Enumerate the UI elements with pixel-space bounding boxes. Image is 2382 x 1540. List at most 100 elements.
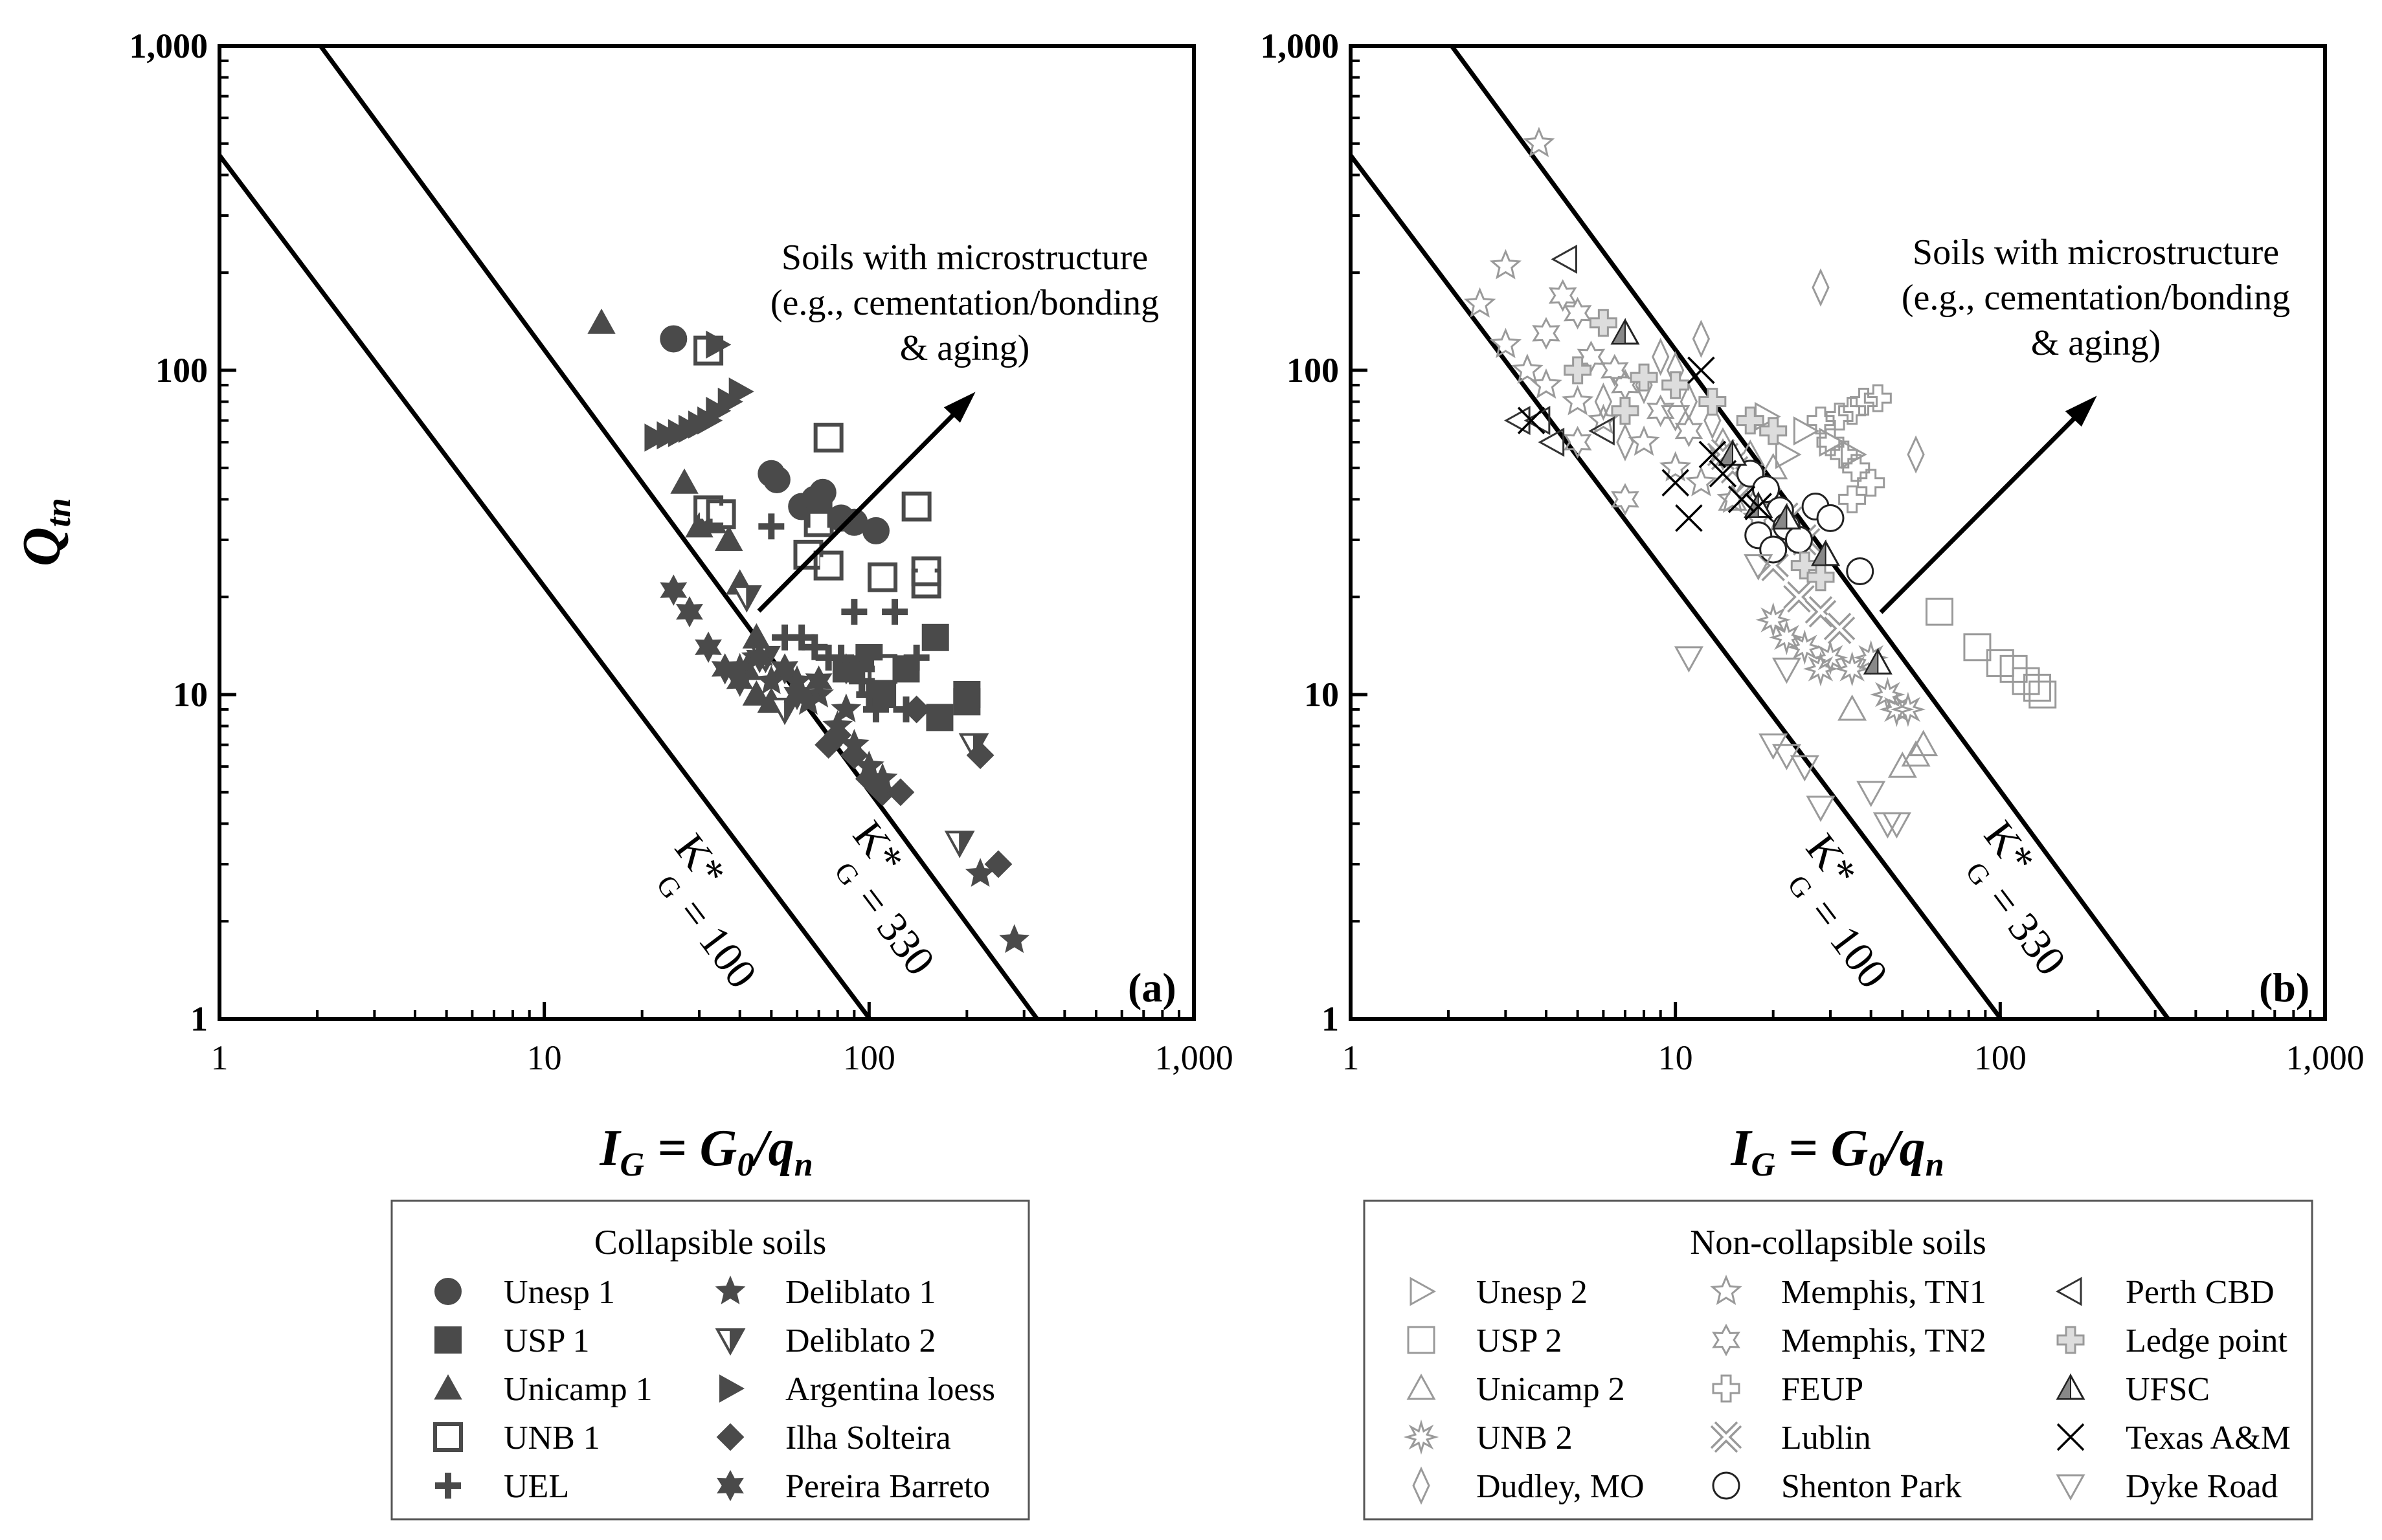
legend-label: Shenton Park (1781, 1468, 1962, 1505)
point-texas-a-m (1687, 356, 1715, 385)
point-uel (882, 599, 908, 625)
point-feup (1857, 469, 1885, 497)
legend-label: USP 2 (1476, 1322, 1562, 1359)
legend-label: Deliblato 1 (785, 1274, 936, 1311)
x-tick-label: 10 (527, 1038, 562, 1077)
annotation-line-2: (e.g., cementation/bonding (770, 283, 1159, 323)
legend-item-memphis-tn1: Memphis, TN1 (1710, 1274, 1986, 1311)
legend-symbol-ilha-solteira (716, 1423, 745, 1451)
point-memphis-tn1 (1659, 451, 1692, 482)
point-unesp-2 (1819, 427, 1846, 457)
point-shenton-park (1759, 535, 1788, 564)
point-feup (1838, 485, 1867, 513)
point-uel (789, 624, 815, 651)
point-unicamp-1 (587, 308, 616, 334)
legend-label: Dudley, MO (1476, 1468, 1645, 1505)
legend-a-frame (390, 1200, 1030, 1521)
point-dudley-mo (1907, 435, 1925, 474)
legend-symbol-unesp-1 (434, 1278, 462, 1305)
point-texas-a-m (1744, 493, 1772, 520)
point-dudley-mo (1812, 268, 1830, 307)
point-dyke-road (1771, 657, 1801, 684)
y-tick-label: 10 (173, 675, 208, 714)
y-tick-label: 10 (1304, 675, 1339, 714)
point-perth-cbd (1588, 416, 1615, 446)
point-lublin (1823, 612, 1856, 644)
point-pereira-barreto (695, 631, 722, 663)
reference-line-k-g-100 (219, 153, 873, 1019)
legend-symbol-memphis-tn2 (1712, 1323, 1740, 1357)
x-tick-label: 1,000 (1154, 1038, 1233, 1077)
series-uel (758, 513, 930, 722)
legend-item-ufsc: UFSC (2056, 1371, 2210, 1408)
x-tick-label: 100 (1974, 1038, 2027, 1077)
legend-label: UFSC (2126, 1371, 2210, 1408)
point-unesp-1 (763, 465, 791, 493)
annotation-b-arrowhead (2065, 396, 2097, 427)
point-memphis-tn2 (1601, 353, 1629, 387)
point-argentina-loess (728, 377, 754, 406)
legend-b-frame (1363, 1200, 2313, 1521)
point-feup (1816, 428, 1845, 456)
legend-label: Unicamp 2 (1476, 1371, 1625, 1408)
legend-symbol-unb-1 (433, 1422, 463, 1452)
point-dyke-road (1674, 646, 1703, 673)
point-ilha-solteira (886, 778, 915, 807)
point-ledge-point (1759, 417, 1788, 445)
annotation-b-line-2: (e.g., cementation/bonding (1902, 278, 2290, 318)
legend-symbol-argentina-loess (719, 1374, 745, 1403)
legend-symbol-ledge-point (2056, 1326, 2085, 1354)
point-dyke-road (1758, 733, 1788, 760)
point-dyke-road (1856, 781, 1886, 807)
point-unesp-2 (1793, 416, 1820, 446)
point-dudley-mo (1692, 319, 1711, 359)
svg-text:= 100: = 100 (669, 889, 766, 997)
point-ilha-solteira (984, 850, 1013, 878)
series-argentina-loess (644, 330, 754, 452)
point-dyke-road (1882, 812, 1911, 839)
point-uel (862, 696, 889, 722)
point-usp-2 (2023, 673, 2051, 702)
point-shenton-park (1846, 557, 1874, 586)
legend-label: UNB 1 (504, 1420, 600, 1456)
point-deliblato-2 (731, 585, 762, 613)
legend-label: Unicamp 1 (504, 1371, 653, 1408)
legend-symbol-uel (435, 1473, 461, 1499)
point-unb-1 (803, 507, 834, 537)
panel-b-label: (b) (2259, 965, 2309, 1010)
point-pereira-barreto (746, 642, 774, 674)
point-unb-2 (1786, 629, 1823, 665)
series-feup (1806, 384, 1892, 513)
reference-line-k-g-330 (317, 46, 1040, 1019)
point-unicamp-1 (715, 525, 743, 551)
x-tick-label: 100 (843, 1038, 895, 1077)
legend-label: FEUP (1781, 1371, 1863, 1408)
series-pereira-barreto (660, 574, 860, 711)
point-memphis-tn2 (1646, 394, 1675, 427)
panel-b: 11 10 10 100 100 1,000 1,000 (b) Soils with mi… (1261, 27, 2365, 1183)
point-ledge-point (1698, 388, 1727, 416)
point-ledge-point (1564, 356, 1592, 385)
point-unb-2 (1803, 651, 1839, 687)
svg-text:= 100: = 100 (1800, 889, 1897, 997)
point-ufsc (1610, 318, 1640, 345)
point-pereira-barreto (726, 665, 754, 697)
legend-item-pereira-barreto: Pereira Barreto (717, 1468, 990, 1505)
legend-label: USP 1 (504, 1322, 589, 1359)
legend-item-unb-2: UNB 2 (1403, 1419, 1573, 1456)
point-unb-2 (1769, 619, 1804, 656)
panel-a-x-axis-label: IG = G0/qn (599, 1120, 813, 1183)
annotation-arrowhead (943, 392, 976, 423)
point-unb-2 (1755, 602, 1792, 638)
point-ledge-point (1736, 407, 1764, 435)
point-usp-2 (1925, 597, 1953, 626)
panel-b-annotation: Soils with microstructure (e.g., cementa… (1879, 232, 2290, 614)
x-tick-label: 1,000 (2286, 1038, 2365, 1077)
series-ledge-point (1564, 309, 1835, 592)
y-tick-label: 1,000 (129, 27, 208, 65)
legend-label: Ilha Solteira (785, 1420, 951, 1456)
legend-symbol-texas-a-m (2056, 1423, 2085, 1451)
point-ledge-point (1630, 363, 1658, 392)
point-pereira-barreto (771, 653, 798, 685)
panel-b-plot-frame (1349, 44, 2327, 1021)
